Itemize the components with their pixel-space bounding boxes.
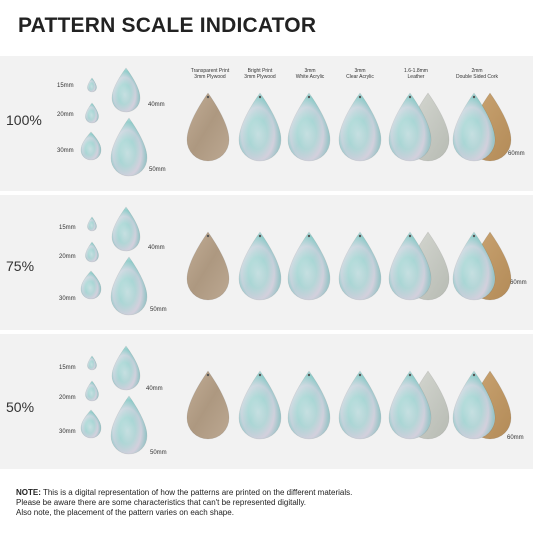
note-label: NOTE: xyxy=(16,488,41,497)
swatch-clear-acrylic-pattern xyxy=(339,93,381,161)
swatch-transparent-plywood xyxy=(186,231,230,301)
swatch-bright-plywood-hole xyxy=(258,373,262,377)
swatch-leather-front-hole xyxy=(408,373,412,377)
teardrop-20mm-pattern xyxy=(85,103,99,124)
teardrop-15mm-pattern xyxy=(87,356,97,370)
teardrop-50mm-pattern xyxy=(111,396,147,454)
note-line-3: Also note, the placement of the pattern … xyxy=(16,508,234,517)
teardrop-20mm-pattern xyxy=(85,381,99,402)
swatch-transparent-plywood xyxy=(186,92,230,162)
swatch-clear-acrylic-pattern xyxy=(339,371,381,439)
swatch-white-acrylic-pattern xyxy=(288,371,330,439)
note-text: NOTE: This is a digital representation o… xyxy=(16,488,352,518)
size-label-30mm: 30mm xyxy=(59,429,76,435)
teardrop-40mm-pattern xyxy=(112,346,140,390)
size-label-20mm: 20mm xyxy=(59,395,76,401)
swatch-clear-acrylic-hole xyxy=(358,373,362,377)
size-label-60mm: 60mm xyxy=(507,435,524,441)
teardrop-20mm-pattern xyxy=(85,242,99,262)
teardrop-50mm-pattern xyxy=(111,118,147,176)
swatch-clear-acrylic-hole xyxy=(358,95,362,99)
teardrop-40mm-pattern xyxy=(112,207,140,251)
size-label-50mm: 50mm xyxy=(150,307,167,313)
teardrop-40mm-pattern xyxy=(112,68,140,112)
size-label-50mm: 50mm xyxy=(150,450,167,456)
page-title: PATTERN SCALE INDICATOR xyxy=(18,14,317,37)
swatch-leather-front-pattern xyxy=(389,371,431,439)
material-caption-clear-acrylic: 3mm Clear Acrylic xyxy=(346,68,374,80)
size-label-60mm: 60mm xyxy=(510,280,527,286)
size-label-15mm: 15mm xyxy=(59,365,76,371)
size-label-40mm: 40mm xyxy=(146,386,163,392)
size-label-15mm: 15mm xyxy=(57,83,74,89)
scale-label-75: 75% xyxy=(6,258,35,274)
swatch-transparent-plywood xyxy=(186,370,230,440)
swatch-bright-plywood-hole xyxy=(258,234,262,238)
swatch-cork-front-pattern xyxy=(453,232,495,300)
material-caption-bright-plywood: Bright Print 3mm Plywood xyxy=(244,68,276,80)
swatch-white-acrylic-pattern xyxy=(288,232,330,300)
swatch-cork-front-hole xyxy=(472,95,476,99)
size-label-60mm: 60mm xyxy=(508,151,525,157)
material-caption-white-acrylic: 3mm White Acrylic xyxy=(295,68,325,80)
swatch-white-acrylic-hole xyxy=(307,234,311,238)
teardrop-50mm-pattern xyxy=(111,257,147,315)
swatch-bright-plywood-pattern xyxy=(239,232,281,300)
swatch-leather-front-pattern xyxy=(389,93,431,161)
swatch-cork-front-hole xyxy=(472,234,476,238)
teardrop-30mm-pattern xyxy=(81,271,101,299)
swatch-bright-plywood-pattern xyxy=(239,93,281,161)
swatch-cork-front-pattern xyxy=(453,371,495,439)
teardrop-30mm-pattern xyxy=(81,132,101,160)
swatch-cork-front-hole xyxy=(472,373,476,377)
size-label-40mm: 40mm xyxy=(148,245,165,251)
material-caption-cork: 2mm Double Sided Cork xyxy=(456,68,498,80)
note-line-2: Please be aware there are some character… xyxy=(16,498,306,507)
swatch-transparent-plywood-hole xyxy=(206,95,210,99)
size-label-20mm: 20mm xyxy=(59,254,76,260)
teardrop-15mm-pattern xyxy=(87,78,97,92)
swatch-clear-acrylic-pattern xyxy=(339,232,381,300)
swatch-transparent-plywood-hole xyxy=(206,234,210,238)
swatch-white-acrylic-pattern xyxy=(288,93,330,161)
scale-label-50: 50% xyxy=(6,399,35,415)
swatch-leather-front-pattern xyxy=(389,232,431,300)
material-caption-leather: 1.6-1.8mm Leather xyxy=(404,68,428,80)
teardrop-15mm-pattern xyxy=(87,217,97,231)
swatch-bright-plywood-pattern xyxy=(239,371,281,439)
note-line-1: This is a digital representation of how … xyxy=(40,488,353,497)
swatch-cork-front-pattern xyxy=(453,93,495,161)
swatch-leather-front-hole xyxy=(408,95,412,99)
swatch-bright-plywood-hole xyxy=(258,95,262,99)
size-label-50mm: 50mm xyxy=(149,167,166,173)
size-label-30mm: 30mm xyxy=(57,148,74,154)
size-label-30mm: 30mm xyxy=(59,296,76,302)
swatch-white-acrylic-hole xyxy=(307,95,311,99)
size-label-40mm: 40mm xyxy=(148,102,165,108)
swatch-leather-front-hole xyxy=(408,234,412,238)
scale-label-100: 100% xyxy=(6,112,42,128)
teardrop-30mm-pattern xyxy=(81,410,101,438)
size-label-15mm: 15mm xyxy=(59,225,76,231)
swatch-transparent-plywood-hole xyxy=(206,373,210,377)
size-label-20mm: 20mm xyxy=(57,112,74,118)
material-caption-transparent-plywood: Transparent Print 3mm Plywood xyxy=(190,68,230,80)
swatch-white-acrylic-hole xyxy=(307,373,311,377)
swatch-clear-acrylic-hole xyxy=(358,234,362,238)
